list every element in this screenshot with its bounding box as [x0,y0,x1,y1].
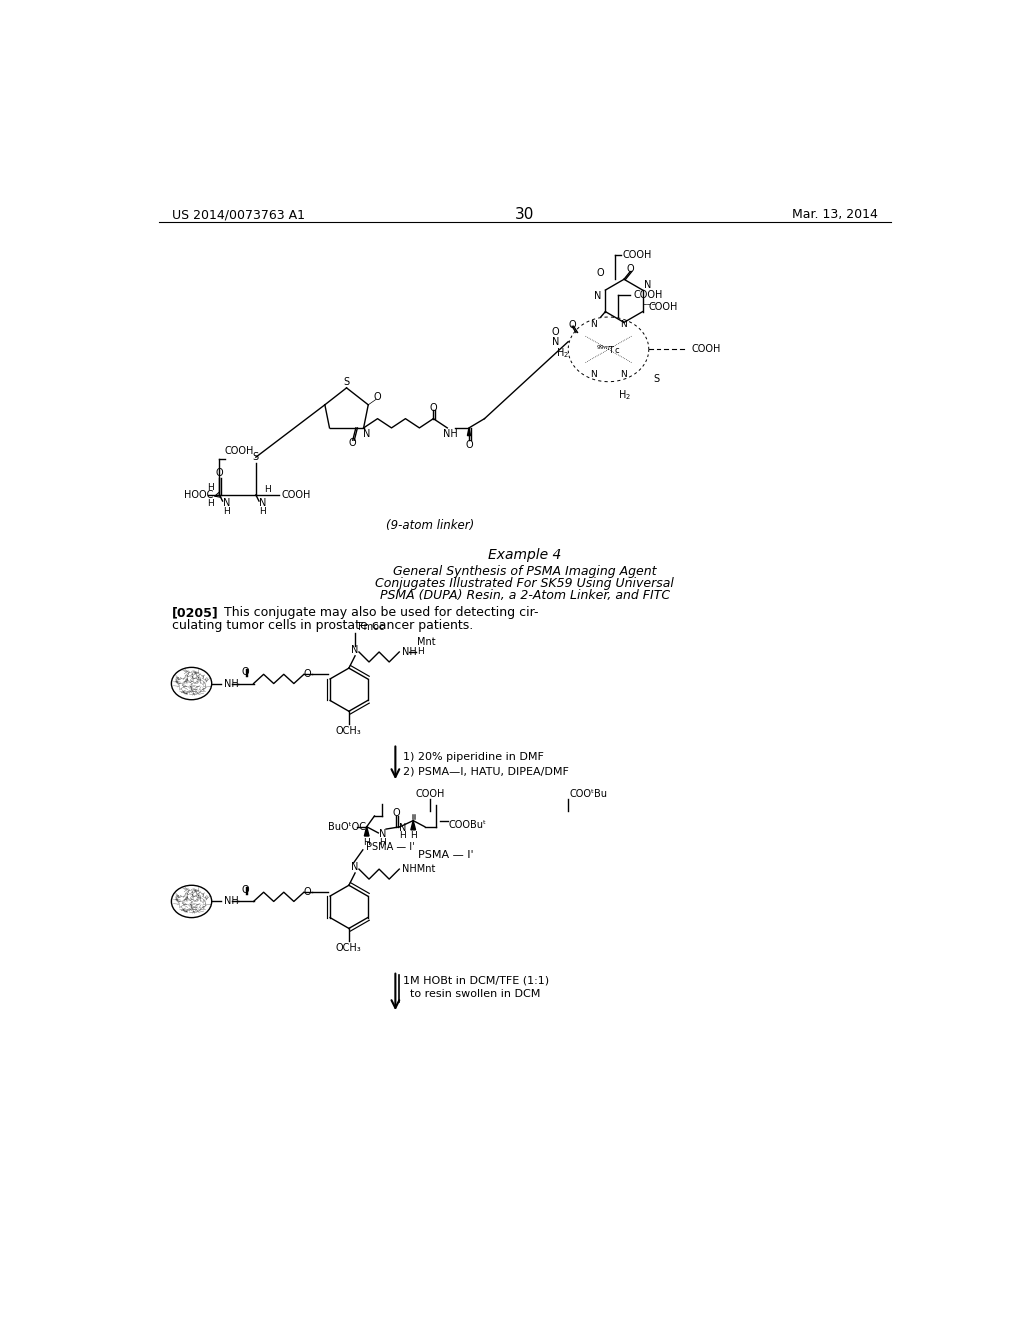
Text: [0205]: [0205] [172,606,219,619]
Ellipse shape [171,668,212,700]
Text: H: H [223,507,229,516]
Text: N: N [643,280,651,290]
Text: HOOC: HOOC [183,490,213,500]
Text: N: N [552,337,559,347]
Text: N: N [594,292,601,301]
Text: N: N [591,319,597,329]
Text: N: N [259,498,266,508]
Text: US 2014/0073763 A1: US 2014/0073763 A1 [172,209,305,222]
Text: General Synthesis of PSMA Imaging Agent: General Synthesis of PSMA Imaging Agent [393,565,656,578]
Text: 30: 30 [515,207,535,222]
Text: COOH: COOH [623,249,652,260]
Text: NH: NH [224,678,239,689]
Text: H: H [259,507,266,516]
Text: (9-atom linker): (9-atom linker) [386,519,474,532]
Text: N: N [620,370,627,379]
Text: O: O [392,808,400,818]
Text: COOH: COOH [416,789,445,800]
Text: Fmoc: Fmoc [358,622,385,631]
Text: Mar. 13, 2014: Mar. 13, 2014 [792,209,878,222]
Polygon shape [365,826,369,836]
Text: PSMA (DUPA) Resin, a 2-Atom Linker, and FITC: PSMA (DUPA) Resin, a 2-Atom Linker, and … [380,589,670,602]
Ellipse shape [171,886,212,917]
Text: COOH: COOH [649,302,678,312]
Text: NHMnt: NHMnt [401,865,435,874]
Text: NH: NH [443,429,458,440]
Text: N: N [364,429,371,440]
Text: H: H [264,484,271,494]
Text: H: H [417,648,424,656]
Text: N: N [398,824,407,833]
Text: PSMA — I': PSMA — I' [418,850,473,861]
Text: culating tumor cells in prostate cancer patients.: culating tumor cells in prostate cancer … [172,619,473,631]
Text: S: S [253,453,259,462]
Polygon shape [467,428,471,436]
Text: Mnt: Mnt [417,638,435,647]
Text: N: N [620,319,627,329]
Text: COOBuᵗ: COOBuᵗ [449,820,486,830]
Text: COOH: COOH [282,490,311,500]
Text: NH: NH [401,647,417,657]
Text: S: S [343,376,349,387]
Polygon shape [411,821,416,830]
Text: $^{99m}$Tc: $^{99m}$Tc [596,343,621,355]
Text: COOH: COOH [691,345,721,354]
Text: O: O [242,884,250,895]
Text: H: H [208,483,214,492]
Text: NH: NH [224,896,239,907]
Text: OCH₃: OCH₃ [336,726,361,735]
Text: N: N [379,829,386,840]
Text: H: H [399,832,406,841]
Text: O: O [465,440,473,450]
Text: to resin swollen in DCM: to resin swollen in DCM [403,989,541,999]
Text: O: O [216,469,223,478]
Text: H: H [364,838,370,846]
Text: O: O [374,392,381,403]
Text: N: N [351,644,358,655]
Text: O: O [627,264,634,273]
Text: COOᵗBu: COOᵗBu [569,789,608,800]
Text: N: N [591,370,597,379]
Text: N: N [351,862,358,871]
Text: O: O [568,319,575,330]
Text: H$_2$: H$_2$ [617,388,631,403]
Text: H: H [208,499,214,508]
Text: H: H [410,832,417,841]
Text: O: O [242,667,250,677]
Text: Example 4: Example 4 [488,548,561,562]
Text: H: H [379,838,386,846]
Text: O: O [304,887,311,898]
Text: COOH: COOH [225,446,254,455]
Text: This conjugate may also be used for detecting cir-: This conjugate may also be used for dete… [208,606,539,619]
Text: O: O [349,438,356,449]
Text: 2) PSMA—I, HATU, DIPEA/DMF: 2) PSMA—I, HATU, DIPEA/DMF [403,767,569,776]
Text: S: S [653,374,659,384]
Text: O: O [429,403,437,413]
Text: O: O [597,268,604,279]
Text: BuOᵗOC: BuOᵗOC [328,822,366,832]
Text: PSMA — I': PSMA — I' [366,842,415,851]
Text: 1M HOBt in DCM/TFE (1:1): 1M HOBt in DCM/TFE (1:1) [403,975,549,986]
Text: Conjugates Illustrated For SK59 Using Universal: Conjugates Illustrated For SK59 Using Un… [376,577,674,590]
Text: N: N [223,498,230,508]
Text: O: O [552,327,559,338]
Text: O: O [304,669,311,680]
Text: COOH: COOH [633,290,663,301]
Text: 1) 20% piperidine in DMF: 1) 20% piperidine in DMF [403,751,544,762]
Text: OCH₃: OCH₃ [336,942,361,953]
Text: H$_2$: H$_2$ [555,346,568,360]
